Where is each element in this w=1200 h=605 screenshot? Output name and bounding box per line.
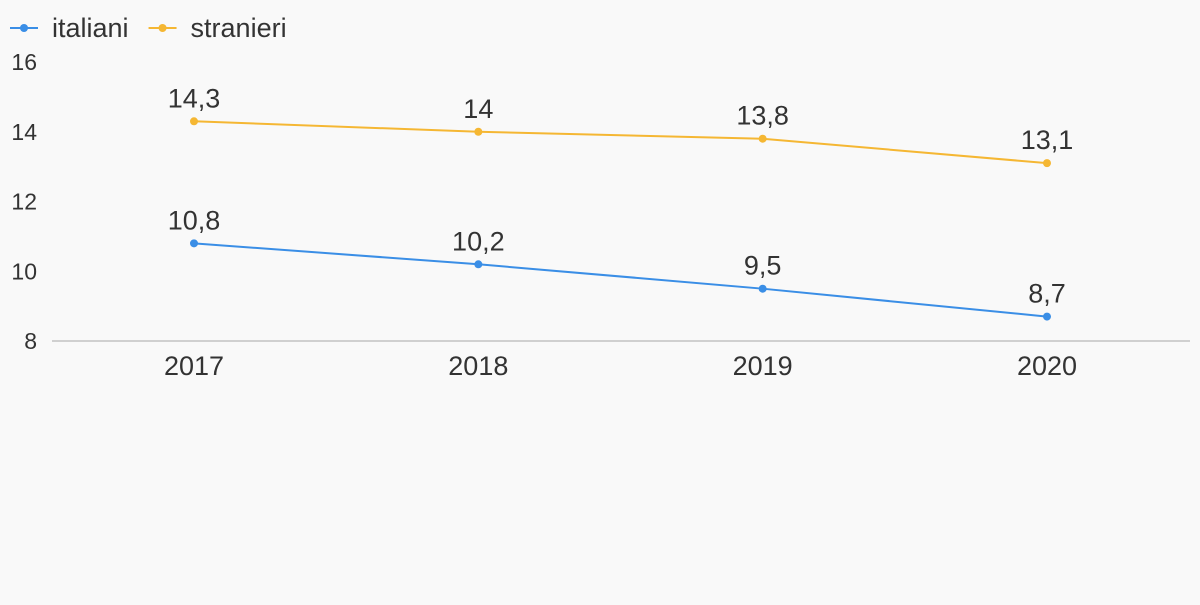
x-tick-label: 2017 [164,351,224,381]
y-axis: 8 10 12 14 16 [11,49,37,354]
data-label: 8,7 [1028,279,1066,309]
series-italiani: 10,8 10,2 9,5 8,7 [168,205,1066,321]
series-stranieri: 14,3 14 13,8 13,1 [168,83,1074,168]
data-label: 13,8 [736,101,789,131]
data-label: 10,8 [168,205,221,235]
legend-item-stranieri[interactable]: stranieri [148,13,287,43]
legend-swatch-marker [20,24,28,32]
legend-swatch-marker [158,24,167,32]
data-label: 10,2 [452,226,505,256]
data-label: 14,3 [168,83,221,113]
y-tick-label: 8 [24,328,37,354]
series-line [193,242,1048,318]
y-tick-label: 16 [11,49,37,75]
data-label: 9,5 [744,251,782,281]
legend: italiani stranieri [10,13,287,43]
data-point[interactable] [758,284,767,293]
x-tick-label: 2018 [448,351,508,381]
data-point[interactable] [190,117,198,126]
data-point[interactable] [190,239,198,248]
data-point[interactable] [1042,312,1051,321]
data-point[interactable] [474,127,483,136]
legend-label: italiani [52,13,129,43]
legend-item-italiani[interactable]: italiani [10,13,129,43]
legend-label: stranieri [191,13,287,43]
data-point[interactable] [758,134,767,143]
x-axis: 2017 2018 2019 2020 [52,340,1190,381]
data-label: 14 [463,94,493,124]
series-layer: 10,8 10,2 9,5 8,7 14,3 14 13,8 13,1 [168,83,1074,321]
series-line [193,120,1048,165]
data-label: 13,1 [1021,125,1074,155]
y-tick-label: 12 [11,189,37,215]
data-point[interactable] [1042,159,1051,168]
data-point[interactable] [474,260,483,269]
x-tick-label: 2020 [1017,351,1077,381]
y-tick-label: 10 [11,258,37,284]
x-tick-label: 2019 [733,351,793,381]
y-tick-label: 14 [11,119,37,145]
